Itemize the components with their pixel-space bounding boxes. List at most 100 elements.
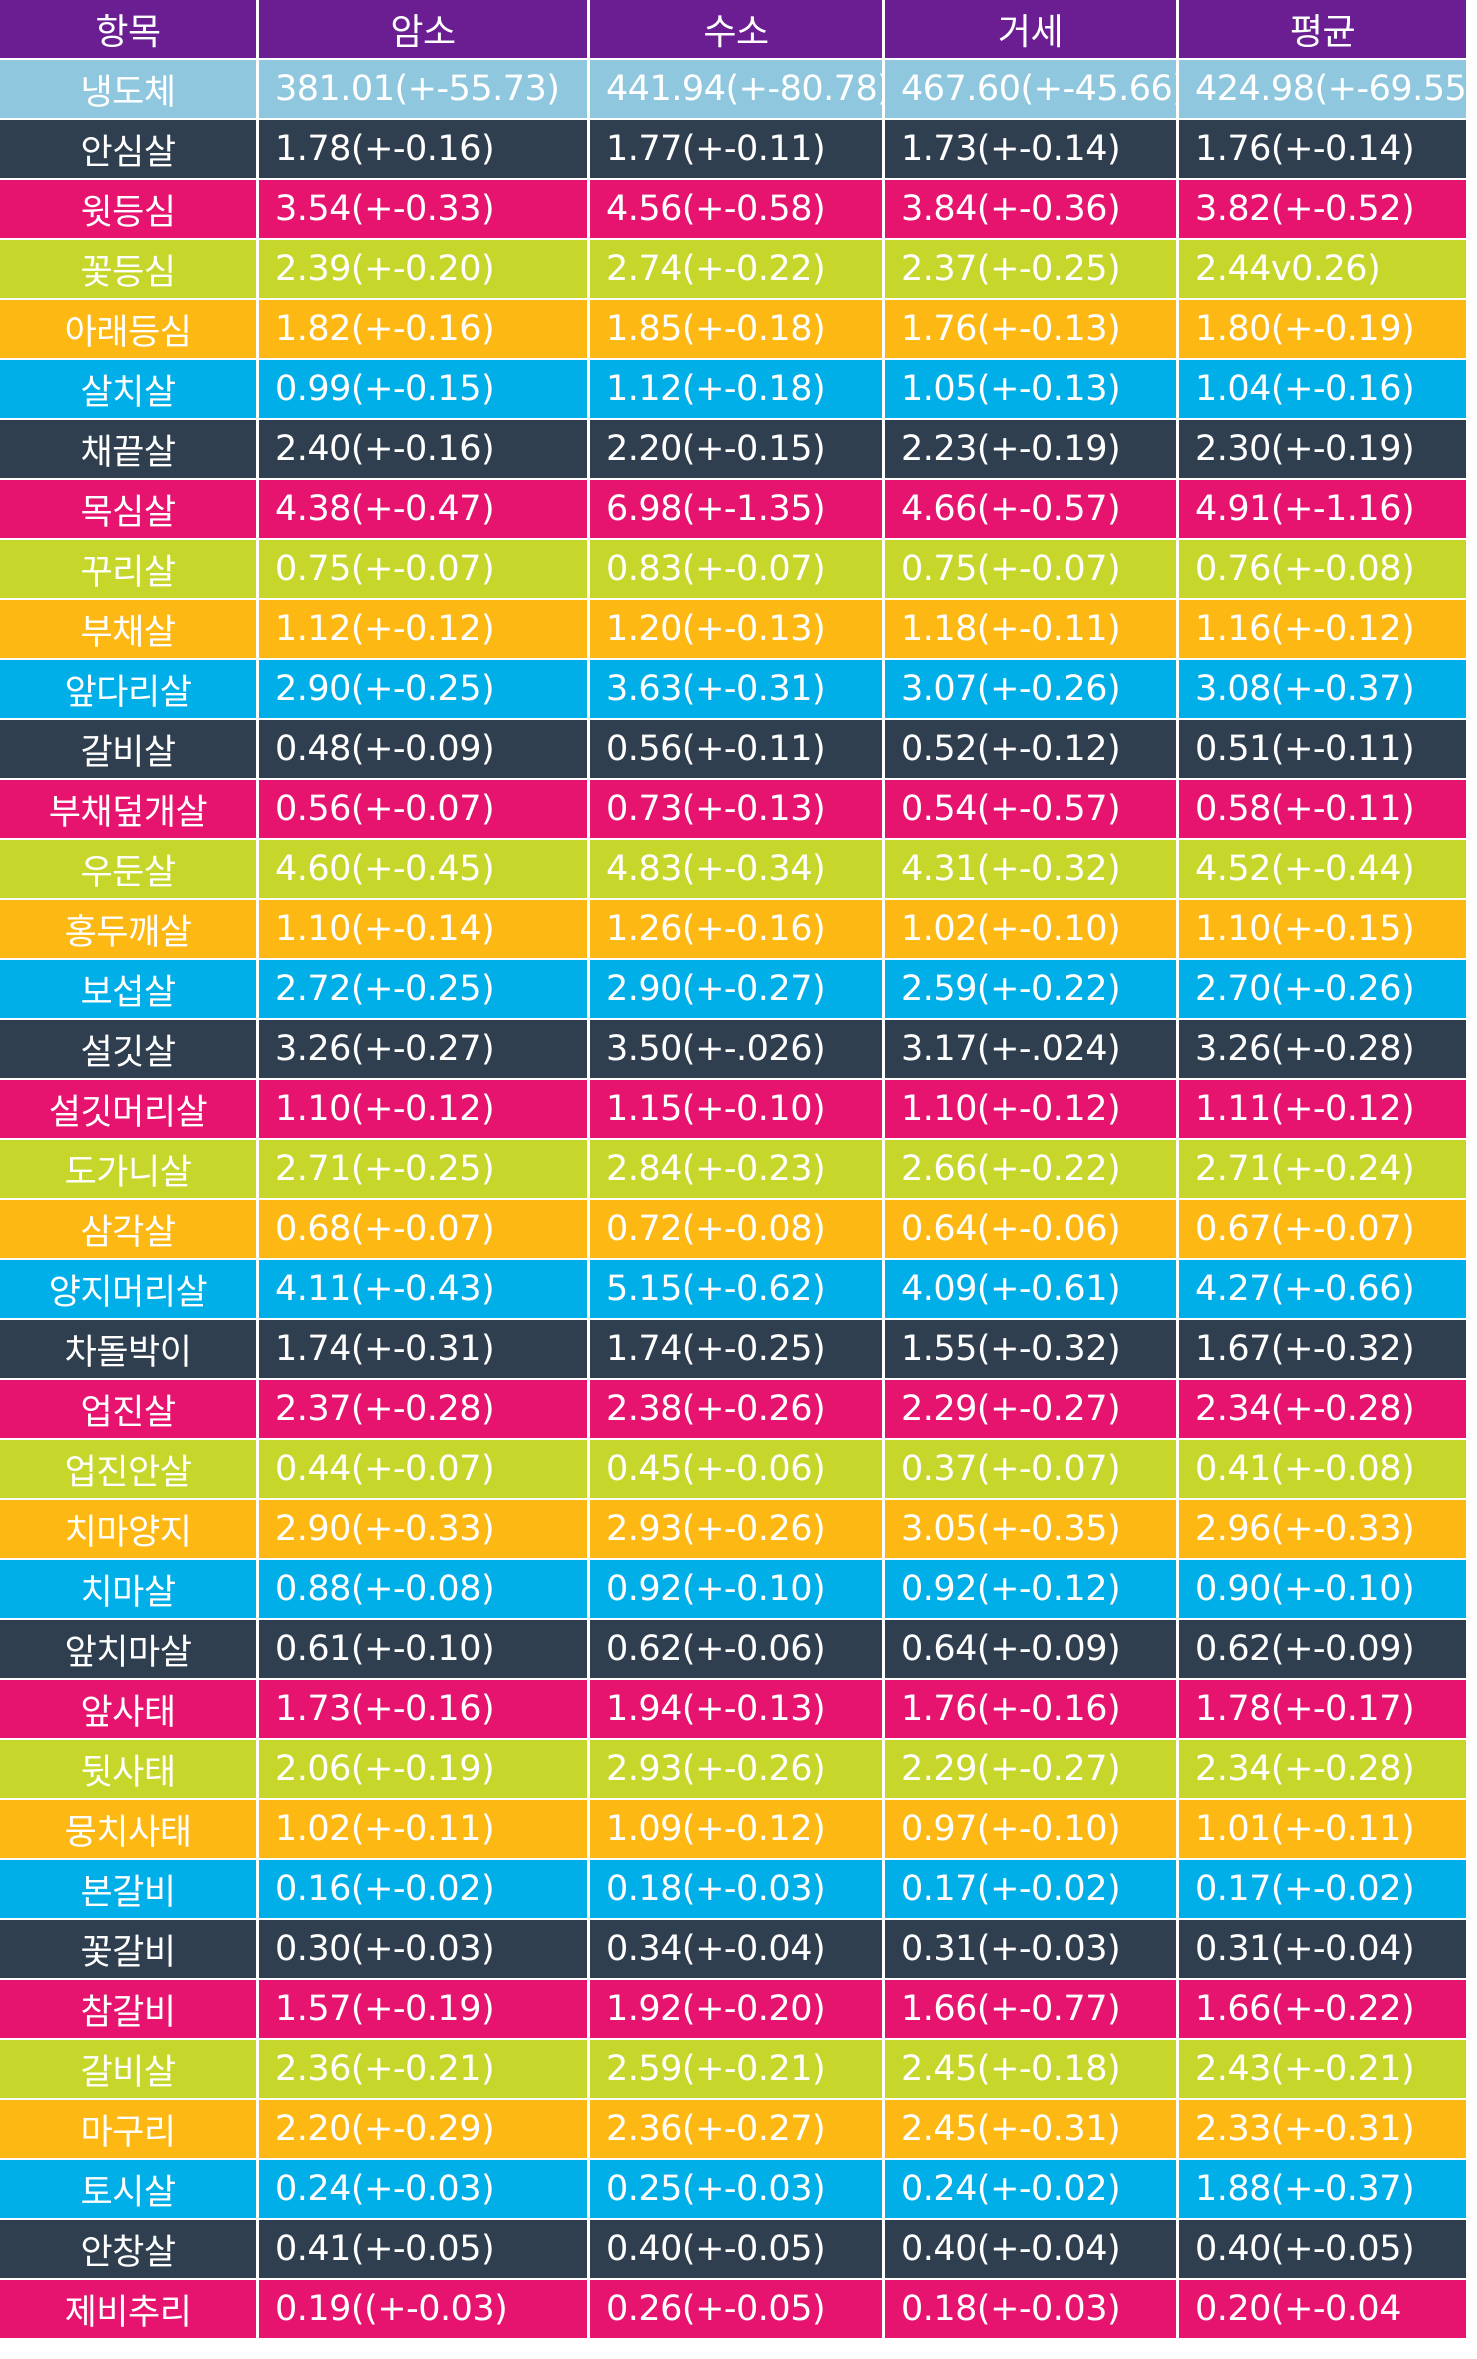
average-value: 1.80(+-0.19) [1179,300,1466,358]
bull-value: 0.83(+-0.07) [590,540,885,598]
table-row: 앞사태 1.73(+-0.16) 1.94(+-0.13) 1.76(+-0.16) 1… [0,1680,1466,1740]
cow-value: 0.88(+-0.08) [259,1560,590,1618]
table-row: 채끝살 2.40(+-0.16) 2.20(+-0.15) 2.23(+-0.19) 2… [0,420,1466,480]
cow-value: 2.90(+-0.25) [259,660,590,718]
cow-value: 0.24(+-0.03) [259,2160,590,2218]
row-label: 안창살 [0,2220,259,2278]
row-label: 채끝살 [0,420,259,478]
row-label: 뒷사태 [0,1740,259,1798]
bull-value: 1.26(+-0.16) [590,900,885,958]
table-row: 업진안살 0.44(+-0.07) 0.45(+-0.06) 0.37(+-0.07)… [0,1440,1466,1500]
table-row: 냉도체 381.01(+-55.73) 441.94(+-80.78) 467.60(… [0,60,1466,120]
row-label: 뭉치사태 [0,1800,259,1858]
table-row: 도가니살 2.71(+-0.25) 2.84(+-0.23) 2.66(+-0.22)… [0,1140,1466,1200]
table-row: 윗등심 3.54(+-0.33) 4.56(+-0.58) 3.84(+-0.36) 3… [0,180,1466,240]
row-label: 냉도체 [0,60,259,118]
row-label: 치마살 [0,1560,259,1618]
average-value: 1.66(+-0.22) [1179,1980,1466,2038]
bull-value: 1.94(+-0.13) [590,1680,885,1738]
header-cell-steer: 거세 [885,0,1179,58]
average-value: 0.41(+-0.08) [1179,1440,1466,1498]
average-value: 1.16(+-0.12) [1179,600,1466,658]
average-value: 0.76(+-0.08) [1179,540,1466,598]
steer-value: 0.75(+-0.07) [885,540,1179,598]
average-value: 3.08(+-0.37) [1179,660,1466,718]
average-value: 0.51(+-0.11) [1179,720,1466,778]
row-label: 꽃갈비 [0,1920,259,1978]
table-row: 삼각살 0.68(+-0.07) 0.72(+-0.08) 0.64(+-0.06) 0… [0,1200,1466,1260]
row-label: 우둔살 [0,840,259,898]
steer-value: 0.17(+-0.02) [885,1860,1179,1918]
table-row: 목심살 4.38(+-0.47) 6.98(+-1.35) 4.66(+-0.57) 4… [0,480,1466,540]
cow-value: 2.71(+-0.25) [259,1140,590,1198]
average-value: 424.98(+-69.55) [1179,60,1466,118]
average-value: 1.78(+-0.17) [1179,1680,1466,1738]
cow-value: 2.40(+-0.16) [259,420,590,478]
table-row: 마구리 2.20(+-0.29) 2.36(+-0.27) 2.45(+-0.31) 2… [0,2100,1466,2160]
table-row: 안창살 0.41(+-0.05) 0.40(+-0.05) 0.40(+-0.04) 0… [0,2220,1466,2280]
average-value: 2.70(+-0.26) [1179,960,1466,1018]
bull-value: 2.84(+-0.23) [590,1140,885,1198]
table-row: 뒷사태 2.06(+-0.19) 2.93(+-0.26) 2.29(+-0.27) 2… [0,1740,1466,1800]
average-value: 2.34(+-0.28) [1179,1740,1466,1798]
cow-value: 1.10(+-0.12) [259,1080,590,1138]
steer-value: 2.59(+-0.22) [885,960,1179,1018]
steer-value: 2.29(+-0.27) [885,1740,1179,1798]
cow-value: 0.75(+-0.07) [259,540,590,598]
cow-value: 1.78(+-0.16) [259,120,590,178]
table-row: 꽃등심 2.39(+-0.20) 2.74(+-0.22) 2.37(+-0.25) 2… [0,240,1466,300]
steer-value: 2.66(+-0.22) [885,1140,1179,1198]
bull-value: 2.38(+-0.26) [590,1380,885,1438]
steer-value: 2.23(+-0.19) [885,420,1179,478]
bull-value: 0.62(+-0.06) [590,1620,885,1678]
steer-value: 1.02(+-0.10) [885,900,1179,958]
steer-value: 1.05(+-0.13) [885,360,1179,418]
table-row: 부채살 1.12(+-0.12) 1.20(+-0.13) 1.18(+-0.11) 1… [0,600,1466,660]
cow-value: 0.61(+-0.10) [259,1620,590,1678]
average-value: 3.82(+-0.52) [1179,180,1466,238]
bull-value: 2.36(+-0.27) [590,2100,885,2158]
steer-value: 0.37(+-0.07) [885,1440,1179,1498]
table-row: 설깃머리살 1.10(+-0.12) 1.15(+-0.10) 1.10(+-0.12… [0,1080,1466,1140]
table-header-row: 항목 암소 수소 거세 평균 [0,0,1466,60]
steer-value: 1.76(+-0.13) [885,300,1179,358]
cow-value: 4.38(+-0.47) [259,480,590,538]
steer-value: 1.18(+-0.11) [885,600,1179,658]
row-label: 설깃머리살 [0,1080,259,1138]
bull-value: 5.15(+-0.62) [590,1260,885,1318]
row-label: 설깃살 [0,1020,259,1078]
bull-value: 2.74(+-0.22) [590,240,885,298]
row-label: 갈비살 [0,720,259,778]
bull-value: 1.12(+-0.18) [590,360,885,418]
bull-value: 441.94(+-80.78) [590,60,885,118]
steer-value: 3.17(+-.024) [885,1020,1179,1078]
bull-value: 1.74(+-0.25) [590,1320,885,1378]
cow-value: 1.12(+-0.12) [259,600,590,658]
table-row: 우둔살 4.60(+-0.45) 4.83(+-0.34) 4.31(+-0.32) 4… [0,840,1466,900]
average-value: 1.10(+-0.15) [1179,900,1466,958]
bull-value: 1.09(+-0.12) [590,1800,885,1858]
table-row: 보섭살 2.72(+-0.25) 2.90(+-0.27) 2.59(+-0.22) 2… [0,960,1466,1020]
bull-value: 3.50(+-.026) [590,1020,885,1078]
cow-value: 0.68(+-0.07) [259,1200,590,1258]
row-label: 치마양지 [0,1500,259,1558]
header-cell-average: 평균 [1179,0,1466,58]
bull-value: 2.93(+-0.26) [590,1500,885,1558]
cow-value: 1.73(+-0.16) [259,1680,590,1738]
bull-value: 4.83(+-0.34) [590,840,885,898]
table-row: 꾸리살 0.75(+-0.07) 0.83(+-0.07) 0.75(+-0.07) 0… [0,540,1466,600]
cow-value: 1.02(+-0.11) [259,1800,590,1858]
bull-value: 0.40(+-0.05) [590,2220,885,2278]
bull-value: 0.45(+-0.06) [590,1440,885,1498]
bull-value: 2.90(+-0.27) [590,960,885,1018]
row-label: 꾸리살 [0,540,259,598]
row-label: 도가니살 [0,1140,259,1198]
cow-value: 381.01(+-55.73) [259,60,590,118]
table-row: 앞치마살 0.61(+-0.10) 0.62(+-0.06) 0.64(+-0.09)… [0,1620,1466,1680]
average-value: 0.17(+-0.02) [1179,1860,1466,1918]
cow-value: 0.99(+-0.15) [259,360,590,418]
table-row: 차돌박이 1.74(+-0.31) 1.74(+-0.25) 1.55(+-0.32)… [0,1320,1466,1380]
average-value: 1.88(+-0.37) [1179,2160,1466,2218]
steer-value: 3.07(+-0.26) [885,660,1179,718]
